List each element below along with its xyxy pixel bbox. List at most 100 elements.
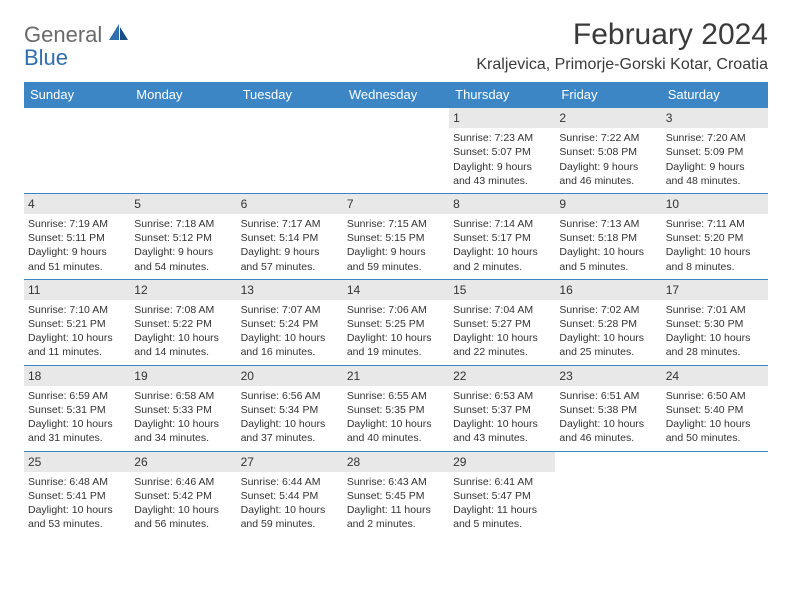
day-cell: 16Sunrise: 7:02 AMSunset: 5:28 PMDayligh… <box>555 280 661 365</box>
day-cell: 6Sunrise: 7:17 AMSunset: 5:14 PMDaylight… <box>237 194 343 279</box>
day-cell <box>130 108 236 193</box>
sunset-text: Sunset: 5:41 PM <box>28 489 126 503</box>
sunrise-text: Sunrise: 7:19 AM <box>28 217 126 231</box>
daylight-text: Daylight: 9 hours and 59 minutes. <box>347 245 445 273</box>
day-cell <box>343 108 449 193</box>
sunrise-text: Sunrise: 6:48 AM <box>28 475 126 489</box>
logo-text-block: General Blue <box>24 24 129 70</box>
sunset-text: Sunset: 5:40 PM <box>666 403 764 417</box>
week-row: 18Sunrise: 6:59 AMSunset: 5:31 PMDayligh… <box>24 365 768 451</box>
sunrise-text: Sunrise: 7:01 AM <box>666 303 764 317</box>
sunset-text: Sunset: 5:28 PM <box>559 317 657 331</box>
weekday-header: Tuesday <box>237 82 343 107</box>
weeks-container: 1Sunrise: 7:23 AMSunset: 5:07 PMDaylight… <box>24 107 768 536</box>
sunset-text: Sunset: 5:45 PM <box>347 489 445 503</box>
day-number: 27 <box>237 452 343 472</box>
day-number: 13 <box>237 280 343 300</box>
day-cell: 2Sunrise: 7:22 AMSunset: 5:08 PMDaylight… <box>555 108 661 193</box>
sunrise-text: Sunrise: 6:43 AM <box>347 475 445 489</box>
sunrise-text: Sunrise: 7:08 AM <box>134 303 232 317</box>
day-number: 4 <box>24 194 130 214</box>
day-number: 25 <box>24 452 130 472</box>
sunset-text: Sunset: 5:34 PM <box>241 403 339 417</box>
sunrise-text: Sunrise: 7:23 AM <box>453 131 551 145</box>
day-number: 12 <box>130 280 236 300</box>
day-number: 8 <box>449 194 555 214</box>
day-cell: 17Sunrise: 7:01 AMSunset: 5:30 PMDayligh… <box>662 280 768 365</box>
daylight-text: Daylight: 10 hours and 50 minutes. <box>666 417 764 445</box>
sunrise-text: Sunrise: 6:46 AM <box>134 475 232 489</box>
weekday-header: Monday <box>130 82 236 107</box>
day-cell: 12Sunrise: 7:08 AMSunset: 5:22 PMDayligh… <box>130 280 236 365</box>
sunrise-text: Sunrise: 7:07 AM <box>241 303 339 317</box>
location-text: Kraljevica, Primorje-Gorski Kotar, Croat… <box>476 56 768 74</box>
day-number: 11 <box>24 280 130 300</box>
sunset-text: Sunset: 5:24 PM <box>241 317 339 331</box>
day-cell <box>662 452 768 537</box>
daylight-text: Daylight: 10 hours and 40 minutes. <box>347 417 445 445</box>
day-cell <box>24 108 130 193</box>
sunset-text: Sunset: 5:31 PM <box>28 403 126 417</box>
sunrise-text: Sunrise: 7:22 AM <box>559 131 657 145</box>
daylight-text: Daylight: 9 hours and 54 minutes. <box>134 245 232 273</box>
day-number: 24 <box>662 366 768 386</box>
weekday-header: Saturday <box>662 82 768 107</box>
logo-word-blue: Blue <box>24 45 68 70</box>
sunset-text: Sunset: 5:09 PM <box>666 145 764 159</box>
sunrise-text: Sunrise: 7:02 AM <box>559 303 657 317</box>
day-cell: 29Sunrise: 6:41 AMSunset: 5:47 PMDayligh… <box>449 452 555 537</box>
sunrise-text: Sunrise: 7:06 AM <box>347 303 445 317</box>
day-number: 15 <box>449 280 555 300</box>
day-number: 18 <box>24 366 130 386</box>
day-cell: 10Sunrise: 7:11 AMSunset: 5:20 PMDayligh… <box>662 194 768 279</box>
daylight-text: Daylight: 9 hours and 43 minutes. <box>453 160 551 188</box>
day-cell: 22Sunrise: 6:53 AMSunset: 5:37 PMDayligh… <box>449 366 555 451</box>
sunset-text: Sunset: 5:44 PM <box>241 489 339 503</box>
day-number: 7 <box>343 194 449 214</box>
sail-icon <box>109 24 129 47</box>
day-cell: 7 Sunrise: 7:15 AMSunset: 5:15 PMDaylight… <box>343 194 449 279</box>
sunset-text: Sunset: 5:14 PM <box>241 231 339 245</box>
sunrise-text: Sunrise: 6:56 AM <box>241 389 339 403</box>
week-row: 11Sunrise: 7:10 AMSunset: 5:21 PMDayligh… <box>24 279 768 365</box>
sunrise-text: Sunrise: 7:17 AM <box>241 217 339 231</box>
day-cell: 5Sunrise: 7:18 AMSunset: 5:12 PMDaylight… <box>130 194 236 279</box>
day-cell: 15Sunrise: 7:04 AMSunset: 5:27 PMDayligh… <box>449 280 555 365</box>
logo-word-general: General <box>24 22 102 47</box>
sunset-text: Sunset: 5:12 PM <box>134 231 232 245</box>
sunset-text: Sunset: 5:33 PM <box>134 403 232 417</box>
day-cell: 9Sunrise: 7:13 AMSunset: 5:18 PMDaylight… <box>555 194 661 279</box>
sunset-text: Sunset: 5:21 PM <box>28 317 126 331</box>
daylight-text: Daylight: 9 hours and 46 minutes. <box>559 160 657 188</box>
sunset-text: Sunset: 5:15 PM <box>347 231 445 245</box>
day-cell: 3Sunrise: 7:20 AMSunset: 5:09 PMDaylight… <box>662 108 768 193</box>
day-number: 26 <box>130 452 236 472</box>
daylight-text: Daylight: 9 hours and 57 minutes. <box>241 245 339 273</box>
day-number: 20 <box>237 366 343 386</box>
sunset-text: Sunset: 5:30 PM <box>666 317 764 331</box>
daylight-text: Daylight: 10 hours and 14 minutes. <box>134 331 232 359</box>
calendar-page: General Blue February 2024 Kraljevica, P… <box>0 0 792 536</box>
day-number: 16 <box>555 280 661 300</box>
day-cell: 27Sunrise: 6:44 AMSunset: 5:44 PMDayligh… <box>237 452 343 537</box>
sunrise-text: Sunrise: 6:58 AM <box>134 389 232 403</box>
daylight-text: Daylight: 10 hours and 31 minutes. <box>28 417 126 445</box>
sunrise-text: Sunrise: 7:13 AM <box>559 217 657 231</box>
day-cell: 25Sunrise: 6:48 AMSunset: 5:41 PMDayligh… <box>24 452 130 537</box>
daylight-text: Daylight: 10 hours and 2 minutes. <box>453 245 551 273</box>
daylight-text: Daylight: 9 hours and 48 minutes. <box>666 160 764 188</box>
sunset-text: Sunset: 5:47 PM <box>453 489 551 503</box>
daylight-text: Daylight: 10 hours and 43 minutes. <box>453 417 551 445</box>
day-number: 22 <box>449 366 555 386</box>
day-cell: 13Sunrise: 7:07 AMSunset: 5:24 PMDayligh… <box>237 280 343 365</box>
daylight-text: Daylight: 10 hours and 37 minutes. <box>241 417 339 445</box>
day-cell: 19Sunrise: 6:58 AMSunset: 5:33 PMDayligh… <box>130 366 236 451</box>
day-cell: 11Sunrise: 7:10 AMSunset: 5:21 PMDayligh… <box>24 280 130 365</box>
sunrise-text: Sunrise: 7:15 AM <box>347 217 445 231</box>
daylight-text: Daylight: 10 hours and 8 minutes. <box>666 245 764 273</box>
calendar-grid: SundayMondayTuesdayWednesdayThursdayFrid… <box>24 82 768 536</box>
sunrise-text: Sunrise: 7:14 AM <box>453 217 551 231</box>
day-number: 17 <box>662 280 768 300</box>
day-cell <box>555 452 661 537</box>
day-cell: 26Sunrise: 6:46 AMSunset: 5:42 PMDayligh… <box>130 452 236 537</box>
